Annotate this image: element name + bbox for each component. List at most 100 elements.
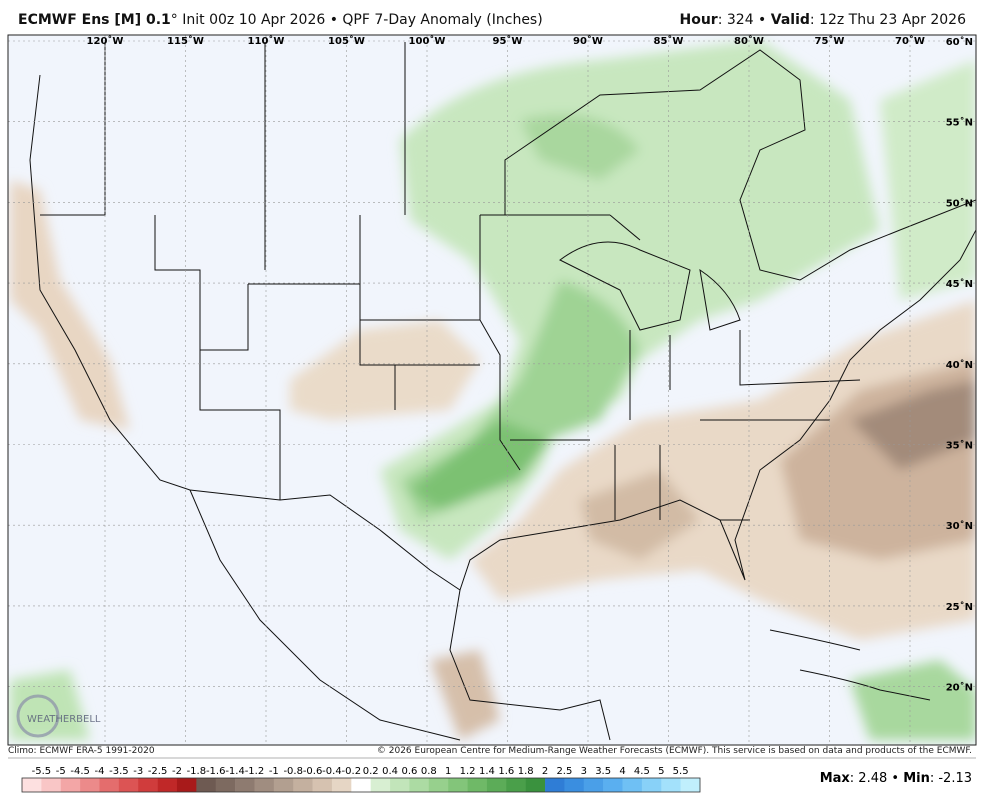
colorbar-label: -5 [56,766,66,777]
title-rest: ° Init 00z 10 Apr 2026 • QPF 7-Day Anoma… [170,12,543,28]
colorbar-label: 5 [658,766,664,777]
colorbar-swatch [60,778,81,792]
colorbar-swatch [583,778,604,792]
colorbar-label: 1.8 [518,766,534,777]
colorbar-label: 0.8 [421,766,437,777]
colorbar-swatch [603,778,623,792]
colorbar-label: 1.2 [460,766,476,777]
max-label: Max [819,771,850,786]
valid-value: : 12z Thu 23 Apr 2026 [809,12,966,28]
lat-label: 35˚N [946,440,973,452]
colorbar-label: -3.5 [109,766,129,777]
lon-label: 105˚W [328,35,365,47]
colorbar-label: 0.2 [363,766,379,777]
colorbar-label: -1 [269,766,279,777]
colorbar-label: -2 [172,766,182,777]
colorbar-label: 0.4 [382,766,398,777]
colorbar-swatch [390,778,410,792]
colorbar-swatch [506,778,526,792]
colorbar-label: 3 [581,766,587,777]
colorbar-label: -3 [133,766,143,777]
lon-label: 90˚W [573,35,603,47]
colorbar-swatch [22,778,42,792]
lat-label: 60˚N [946,36,973,48]
lon-label: 110˚W [248,35,285,47]
lon-label: 80˚W [734,35,764,47]
colorbar-swatch [661,778,681,792]
colorbar-label: -4.5 [70,766,90,777]
colorbar-swatch [293,778,313,792]
colorbar-swatch [118,778,139,792]
colorbar-swatch [641,778,662,792]
max-value: : 2.48 • [849,771,904,786]
colorbar-label: -0.2 [342,766,362,777]
colorbar-swatch [157,778,178,792]
colorbar-swatch [564,778,585,792]
colorbar-label: 4.5 [634,766,650,777]
colorbar-swatch [448,778,468,792]
hour-value: : 324 • [717,12,771,28]
header-title: ECMWF Ens [M] 0.1° Init 00z 10 Apr 2026 … [18,12,543,28]
copyright: © 2026 European Centre for Medium-Range … [376,746,972,756]
colorbar-swatch [273,778,294,792]
colorbar-label: 0.6 [401,766,417,777]
colorbar-frame [21,777,701,793]
colorbar-swatch [467,778,488,792]
colorbar-label: -0.8 [283,766,303,777]
colorbar-label: 2.5 [556,766,572,777]
header-valid: Hour: 324 • Valid: 12z Thu 23 Apr 2026 [680,12,967,28]
lat-label: 50˚N [946,197,973,209]
colorbar-label: -1.4 [225,766,245,777]
lat-label: 45˚N [946,278,973,290]
colorbar-label: -1.6 [206,766,226,777]
colorbar-label: -1.2 [245,766,265,777]
colorbar-swatch [331,778,352,792]
colorbar-swatch [196,778,217,792]
hour-label: Hour [679,12,718,28]
colorbar-label: 2 [542,766,548,777]
lat-label: 55˚N [946,117,973,129]
colorbar-label: 3.5 [595,766,611,777]
min-label: Min [903,771,930,786]
lon-label: 85˚W [654,35,684,47]
colorbar-swatch [545,778,565,792]
stats: Max: 2.48 • Min: -2.13 [820,771,972,786]
colorbar-label: 1.4 [479,766,495,777]
lat-label: 25˚N [946,601,973,613]
colorbar-swatch [486,778,507,792]
colorbar-label: 4 [619,766,625,777]
lon-label: 120˚W [87,35,124,47]
colorbar-label: 1 [445,766,451,777]
map-field [8,35,976,745]
lat-label: 30˚N [946,520,973,532]
colorbar-label: -1.8 [187,766,207,777]
colorbar-swatch [409,778,430,792]
colorbar-swatch [351,778,371,792]
colorbar-swatch [680,778,701,792]
colorbar-swatch [370,778,391,792]
lon-label: 75˚W [815,35,845,47]
colorbar: -5.5 -5 -4.5 -4 -3.5 -3 -2.5 -2 -1.8 -1.6 -1.4 -1.2… [21,766,701,793]
min-value: : -2.13 [929,771,972,786]
climo: Climo: ECMWF ERA-5 1991-2020 [8,746,155,756]
lon-label: 115˚W [167,35,204,47]
colorbar-swatch [622,778,643,792]
colorbar-label: -5.5 [32,766,52,777]
colorbar-label: 1.6 [498,766,514,777]
colorbar-swatch [428,778,449,792]
colorbar-swatch [254,778,275,792]
colorbar-swatch [312,778,333,792]
colorbar-swatch [41,778,62,792]
valid-label: Valid [770,12,810,28]
colorbar-swatch [176,778,197,792]
colorbar-swatch [80,778,100,792]
colorbar-label: -2.5 [148,766,168,777]
colorbar-swatch [99,778,120,792]
lon-label: 70˚W [895,35,925,47]
colorbar-label: 5.5 [673,766,689,777]
colorbar-swatch [525,778,546,792]
colorbar-swatch [235,778,255,792]
logo-text: WEATHERBELL [27,714,101,725]
